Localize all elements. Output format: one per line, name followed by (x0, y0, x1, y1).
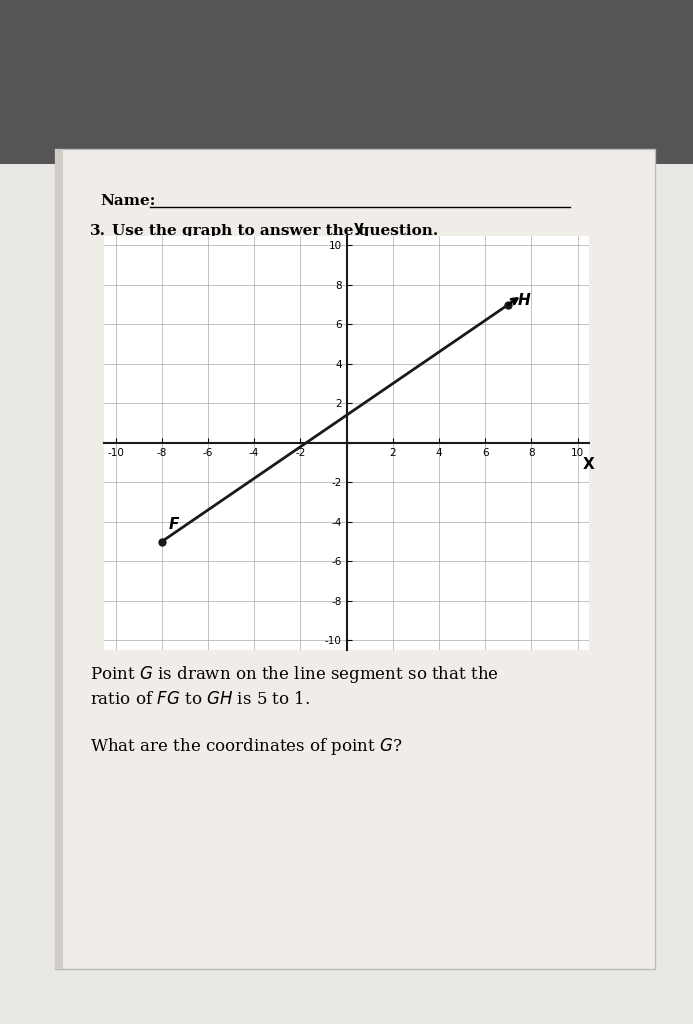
Text: What are the coordinates of point $G$?: What are the coordinates of point $G$? (90, 736, 403, 757)
Text: ratio of $FG$ to $GH$ is 5 to 1.: ratio of $FG$ to $GH$ is 5 to 1. (90, 691, 310, 708)
Text: Point $G$ is drawn on the line segment so that the: Point $G$ is drawn on the line segment s… (90, 664, 499, 685)
Bar (0, 0, 693, 164)
Text: H: H (518, 293, 530, 308)
Text: F: F (168, 517, 179, 531)
Text: X: X (584, 457, 595, 472)
Text: 3.: 3. (90, 224, 106, 238)
Text: y: y (353, 220, 363, 236)
Bar (55, 150, 655, 969)
Text: Name:: Name: (100, 194, 155, 208)
Text: Use the graph to answer the question.: Use the graph to answer the question. (112, 224, 438, 238)
Bar (55, 150, 63, 969)
